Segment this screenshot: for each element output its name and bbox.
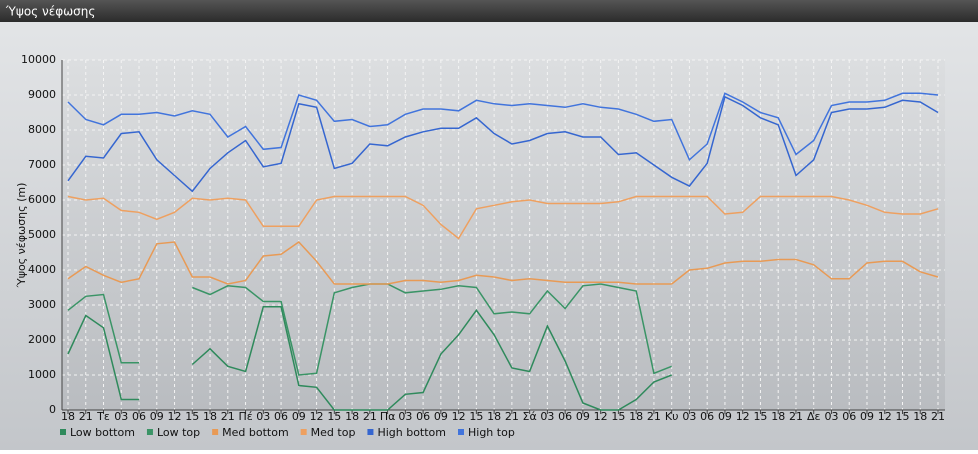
- x-tick-label: 21: [221, 410, 235, 423]
- x-tick-label: 09: [860, 410, 874, 423]
- x-tick-label: 09: [718, 410, 732, 423]
- x-tick-label: 12: [736, 410, 750, 423]
- y-tick-label: 6000: [28, 193, 56, 206]
- x-tick-label: Πέ: [238, 410, 252, 423]
- x-tick-label: 18: [629, 410, 643, 423]
- x-tick-label: Κυ: [665, 410, 679, 423]
- x-tick-label: 12: [310, 410, 324, 423]
- x-tick-label: 06: [416, 410, 430, 423]
- legend-label: High bottom: [377, 426, 446, 439]
- x-tick-label: 12: [878, 410, 892, 423]
- y-tick-label: 5000: [28, 228, 56, 241]
- x-tick-label: 21: [363, 410, 377, 423]
- x-tick-label: 21: [931, 410, 945, 423]
- x-tick-label: 18: [487, 410, 501, 423]
- series-line: [67, 241, 939, 285]
- x-tick-label: 06: [274, 410, 288, 423]
- legend-swatch: [212, 429, 219, 435]
- y-tick-label: 4000: [28, 263, 56, 276]
- x-tick-label: 03: [824, 410, 838, 423]
- legend-label: Low top: [157, 426, 200, 439]
- legend-label: High top: [468, 426, 515, 439]
- window-title: Ύψος νέφωσης: [5, 5, 95, 19]
- y-tick-label: 7000: [28, 158, 56, 171]
- legend-swatch: [60, 429, 66, 435]
- x-tick-label: 15: [895, 410, 909, 423]
- x-tick-label: 15: [753, 410, 767, 423]
- series-line: [67, 283, 672, 376]
- legend-label: Med top: [311, 426, 356, 439]
- series-line: [67, 92, 939, 162]
- y-tick-label: 0: [49, 403, 56, 416]
- series-line: [67, 306, 672, 411]
- x-tick-label: 18: [345, 410, 359, 423]
- y-tick-label: 3000: [28, 298, 56, 311]
- x-tick-label: 06: [842, 410, 856, 423]
- title-bar: [0, 0, 978, 22]
- x-tick-label: 18: [61, 410, 75, 423]
- x-tick-label: 06: [700, 410, 714, 423]
- x-tick-label: 21: [79, 410, 93, 423]
- x-tick-label: 18: [771, 410, 785, 423]
- series-line: [67, 95, 939, 193]
- x-tick-label: Τε: [96, 410, 110, 423]
- x-tick-label: 12: [594, 410, 608, 423]
- x-tick-label: 18: [913, 410, 927, 423]
- x-tick-label: 18: [203, 410, 217, 423]
- x-tick-label: 21: [505, 410, 519, 423]
- y-tick-label: 9000: [28, 88, 56, 101]
- x-tick-label: 15: [327, 410, 341, 423]
- y-axis-label: Ύψος νέφωσης (m): [15, 183, 28, 289]
- x-tick-label: 03: [256, 410, 270, 423]
- legend-label: Med bottom: [222, 426, 289, 439]
- x-tick-label: 21: [789, 410, 803, 423]
- x-tick-label: 15: [469, 410, 483, 423]
- x-tick-label: 12: [452, 410, 466, 423]
- x-tick-label: 03: [540, 410, 554, 423]
- y-tick-label: 10000: [21, 53, 56, 66]
- x-tick-label: Δε: [807, 410, 821, 423]
- x-tick-label: 06: [558, 410, 572, 423]
- x-tick-label: 03: [682, 410, 696, 423]
- y-tick-label: 8000: [28, 123, 56, 136]
- legend-swatch: [458, 429, 464, 435]
- legend-label: Low bottom: [70, 426, 135, 439]
- y-tick-label: 2000: [28, 333, 56, 346]
- x-tick-label: 12: [168, 410, 182, 423]
- x-tick-label: 03: [114, 410, 128, 423]
- x-tick-label: 03: [398, 410, 412, 423]
- legend-swatch: [146, 429, 153, 435]
- legend-swatch: [300, 429, 307, 435]
- x-tick-label: 09: [292, 410, 306, 423]
- x-tick-label: Πα: [380, 410, 396, 423]
- x-tick-label: 09: [576, 410, 590, 423]
- x-tick-label: 06: [132, 410, 146, 423]
- series-line: [67, 195, 939, 240]
- x-tick-label: 21: [647, 410, 661, 423]
- x-tick-label: 15: [185, 410, 199, 423]
- x-tick-label: 09: [434, 410, 448, 423]
- x-tick-label: Σά: [523, 410, 537, 423]
- x-tick-label: 09: [150, 410, 164, 423]
- x-tick-label: 15: [611, 410, 625, 423]
- y-tick-label: 1000: [28, 368, 56, 381]
- legend-swatch: [367, 429, 374, 435]
